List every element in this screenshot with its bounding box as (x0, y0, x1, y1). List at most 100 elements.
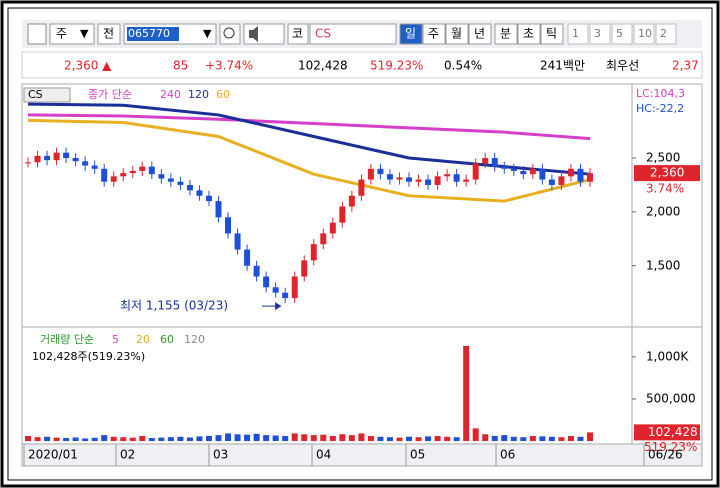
volume-bar (25, 435, 31, 441)
volume-legend-label: 거래량 단순 (40, 333, 94, 346)
candle (358, 179, 365, 196)
candle (377, 168, 384, 175)
candle (472, 163, 479, 180)
period-label: 주 (428, 27, 439, 41)
stock-name: CS (315, 27, 331, 41)
volume-bar (501, 435, 508, 441)
candle (301, 260, 308, 277)
interval-tab[interactable] (589, 23, 611, 45)
volume-ma-legend: 20 (136, 333, 150, 346)
interval-tab[interactable] (611, 23, 633, 45)
candle (196, 190, 203, 196)
turnover: 0.54% (444, 59, 482, 73)
candle (548, 179, 555, 185)
interval-label: 1 (572, 27, 579, 40)
candle (44, 155, 51, 161)
volume-bar (129, 437, 136, 441)
volume-bar (148, 438, 155, 441)
chart-area (21, 83, 703, 445)
x-tick-label: 2020/01 (28, 448, 78, 462)
prev-button[interactable] (97, 23, 121, 45)
candle (72, 158, 79, 162)
period-tab[interactable] (422, 23, 446, 45)
candle (329, 222, 336, 234)
volume-bar (282, 435, 289, 441)
volume-bar (139, 435, 146, 441)
volume-bar (205, 435, 212, 441)
period-label: 분 (500, 27, 511, 41)
candle (567, 168, 574, 177)
candle (167, 178, 174, 182)
interval-tab[interactable] (567, 23, 589, 45)
code: 065770 (128, 27, 170, 40)
interval-tab[interactable] (633, 23, 655, 45)
volume-bar (244, 434, 251, 441)
ma-legend: 60 (216, 88, 230, 101)
market: 주 (56, 27, 67, 41)
amount: 241백만 (540, 59, 585, 73)
volume-rate-tag: 519.23% (644, 440, 697, 454)
interval-label: 5 (616, 27, 623, 40)
kosdaq-button[interactable] (287, 23, 309, 45)
x-tick-label: 04 (316, 448, 331, 462)
candle (415, 179, 422, 182)
volume-bar (310, 435, 317, 441)
volume-bar (529, 435, 536, 441)
period-tab[interactable] (468, 23, 492, 45)
period-tab[interactable] (517, 23, 541, 45)
volume-bar (72, 437, 79, 441)
interval-tab[interactable] (655, 23, 677, 45)
candle (510, 168, 517, 171)
volume-bar (548, 436, 555, 441)
volume-bar (415, 437, 422, 441)
volume-bar (53, 437, 60, 441)
candle (291, 276, 298, 299)
x-tick-label: 06/26 (648, 448, 683, 462)
moving-average (27, 118, 591, 203)
volume-bar (44, 436, 51, 441)
candle (386, 174, 393, 180)
volume-bar (272, 435, 279, 441)
period-tab[interactable] (399, 23, 423, 45)
best-label: 최우선 (606, 59, 639, 73)
candle (310, 244, 317, 261)
volume-bar (482, 434, 489, 441)
candle (558, 176, 565, 185)
candle (529, 168, 536, 175)
rate: +3.74% (205, 59, 253, 73)
candle (444, 174, 451, 177)
period-tab[interactable] (445, 23, 469, 45)
interval-label: 2 (660, 27, 667, 40)
candle (434, 176, 441, 185)
candle (177, 181, 184, 185)
menu-icon[interactable] (27, 23, 47, 45)
candle (367, 168, 374, 180)
lc: LC:104,3 (636, 87, 685, 100)
market-select[interactable] (49, 23, 95, 45)
name-input[interactable] (309, 23, 397, 45)
volume-bar (348, 435, 355, 441)
y-tick-label: 1,000K (646, 349, 689, 363)
search-button[interactable] (219, 23, 241, 45)
volume-bar (567, 435, 574, 441)
volume-bar (167, 437, 174, 441)
volume-bar (425, 436, 432, 441)
candle (129, 170, 136, 174)
x-tick-label: 05 (410, 448, 425, 462)
candle (139, 166, 146, 171)
sound-button[interactable] (243, 23, 285, 45)
volume-bar (539, 436, 546, 441)
candle (577, 168, 584, 182)
volume-bar (558, 437, 565, 441)
plot: 2,500 2,000 1,500 1,000K 500,000 240 120 60 5 20 6… (23, 88, 700, 466)
candle (463, 179, 470, 182)
volume-bar (577, 436, 584, 441)
period-tab[interactable] (540, 23, 564, 45)
candle (425, 179, 432, 185)
period-tab[interactable] (494, 23, 518, 45)
legend-code: CS (28, 88, 43, 101)
volume-ma-legend: 60 (160, 333, 174, 346)
volume-bar (234, 434, 241, 441)
volume-bar (177, 436, 184, 441)
volume-ma-legend: 120 (184, 333, 205, 346)
